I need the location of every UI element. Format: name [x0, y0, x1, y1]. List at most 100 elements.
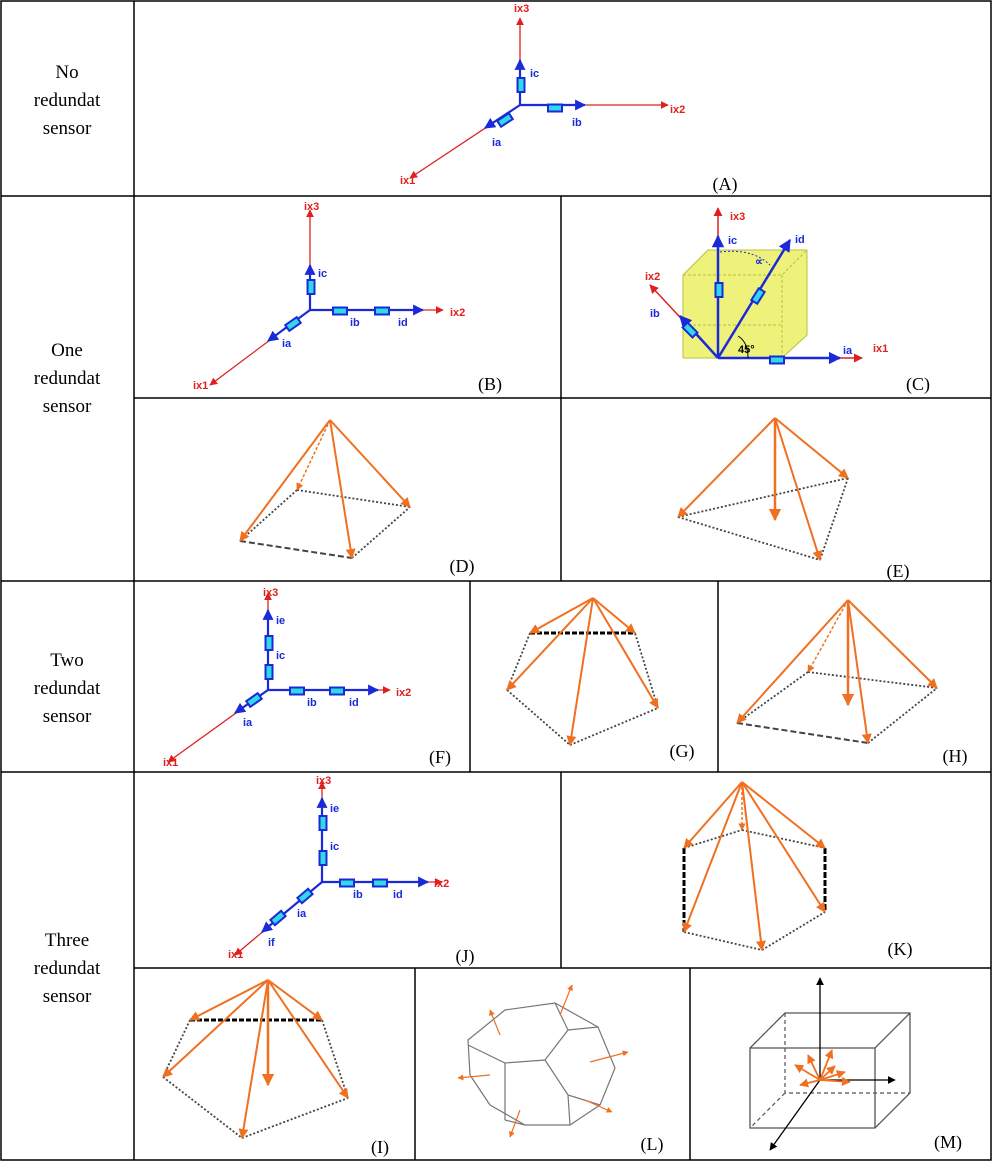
axis-label: ib [350, 317, 360, 329]
sensor [547, 103, 563, 113]
cube-edges [683, 249, 808, 358]
angle-arc [737, 335, 749, 359]
axis-label: ia [282, 338, 292, 350]
sensor [329, 686, 345, 696]
axis-label: ib [353, 889, 363, 901]
axis-label: ix2 [450, 307, 465, 319]
box-hidden [749, 1013, 910, 1129]
axis-label: ic [330, 841, 339, 853]
caption: (J) [456, 946, 475, 967]
axis-label: ∝ [755, 256, 763, 268]
row-label: redundat [34, 90, 101, 111]
edge [162, 1019, 191, 1078]
axis-label: ib [572, 117, 582, 129]
edge [592, 597, 636, 634]
edge [819, 477, 849, 561]
edge [584, 1099, 613, 1113]
row-label: redundat [34, 678, 101, 699]
edge [509, 1109, 521, 1138]
edge [774, 417, 823, 561]
axis-label: id [795, 234, 805, 246]
edge [238, 979, 269, 1139]
axis-label: ia [243, 717, 253, 729]
edge [819, 1070, 846, 1081]
sensor [289, 686, 305, 696]
row-label: sensor [43, 396, 92, 417]
edge [329, 419, 411, 508]
sensor [268, 909, 288, 927]
edge [761, 911, 826, 951]
edge [506, 689, 571, 746]
edge [867, 687, 938, 744]
caption: (K) [888, 939, 913, 960]
axis-label: id [349, 697, 359, 709]
row-label: redundat [34, 958, 101, 979]
edge [807, 671, 938, 689]
row-label: sensor [43, 118, 92, 139]
row-label: Three [45, 930, 89, 951]
sensor [374, 306, 390, 316]
edge [589, 1050, 629, 1063]
axis-label: ib [650, 308, 660, 320]
edge [267, 979, 323, 1021]
axis-label: ic [318, 268, 327, 280]
edge [267, 979, 349, 1099]
caption: (B) [478, 374, 502, 395]
axis-label: ia [492, 137, 502, 149]
axis-label: id [393, 889, 403, 901]
edge [736, 599, 849, 724]
sensor [339, 878, 355, 888]
row-label: sensor [43, 706, 92, 727]
row-label: Two [50, 650, 84, 671]
sensor [295, 887, 315, 905]
axis-label: ix2 [396, 687, 411, 699]
sensor [318, 815, 328, 831]
axis-label: ix1 [193, 380, 208, 392]
edge [559, 984, 573, 1016]
sensor [681, 321, 699, 339]
axis-label: ix1 [873, 343, 888, 355]
caption: (G) [670, 741, 695, 762]
caption: (M) [934, 1132, 962, 1153]
edge [807, 599, 849, 673]
axis-label: ib [307, 697, 317, 709]
edge [506, 632, 531, 691]
edge [506, 597, 594, 691]
sensor [264, 664, 274, 680]
edge [736, 722, 869, 744]
edge [683, 781, 743, 849]
edge [741, 781, 766, 951]
axis-label: ix3 [730, 211, 745, 223]
edge [769, 1079, 821, 1151]
cube-face [682, 249, 808, 359]
axis-label: ix2 [645, 271, 660, 283]
edge [529, 597, 594, 634]
caption: (H) [943, 746, 968, 767]
edge [807, 1054, 821, 1081]
edge [296, 489, 411, 508]
axis-label: ix3 [304, 201, 319, 213]
edge [677, 516, 821, 561]
polyhedron [467, 1002, 616, 1126]
edge [677, 417, 776, 518]
row-label: No [55, 62, 78, 83]
edge [847, 599, 938, 689]
sensor [283, 315, 303, 333]
axis-label: ic [728, 235, 737, 247]
edge [682, 781, 743, 933]
sensor [318, 850, 328, 866]
edge [239, 489, 298, 542]
edge [489, 1009, 501, 1036]
caption: (I) [371, 1137, 389, 1158]
edge [351, 506, 411, 559]
caption: (C) [906, 374, 930, 395]
edge [774, 417, 849, 479]
edge [189, 979, 269, 1021]
axis-label: ix3 [316, 775, 331, 787]
axis-label: ix2 [670, 104, 685, 116]
sensor [516, 77, 526, 93]
edge [329, 419, 356, 559]
edge [162, 1076, 243, 1139]
axis-label: ix3 [263, 587, 278, 599]
